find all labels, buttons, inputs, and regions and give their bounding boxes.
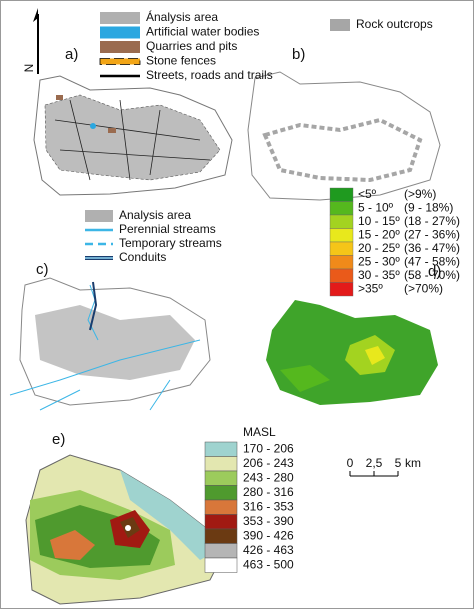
legend-label: 243 - 280 [243, 471, 294, 485]
legend-swatch [204, 499, 238, 515]
legend-swatch [204, 514, 238, 530]
legend-label: 10 - 15º [358, 214, 400, 228]
legend-swatch [329, 255, 354, 270]
legend-label: Streets, roads and trails [146, 68, 273, 82]
legend-label: 353 - 390 [243, 514, 294, 528]
legend-label: Quarries and pits [146, 39, 237, 53]
scale-label: 2,5 [366, 456, 383, 470]
legend-label: (>9%) [404, 187, 436, 201]
legend-label: (36 - 47%) [404, 241, 460, 255]
legend-swatch [329, 214, 354, 229]
streams [9, 284, 201, 411]
legend-label: 25 - 30º [358, 255, 400, 269]
panel-label: e) [52, 431, 65, 448]
legend-label: 5 - 10º [358, 201, 394, 215]
conduit [89, 281, 98, 331]
legend-swatch [329, 228, 354, 243]
slope-patch [365, 346, 385, 365]
legend-label: (27 - 36%) [404, 228, 460, 242]
roads [54, 99, 211, 181]
legend-label: (9 - 18%) [404, 201, 453, 215]
rock-outcrops [262, 117, 423, 183]
water-body [90, 123, 96, 129]
legend-label: Perennial streams [119, 222, 216, 236]
panel-label: a) [65, 46, 78, 63]
legend-label: 30 - 35º [358, 268, 400, 282]
map-c [9, 277, 211, 411]
legend-label: 20 - 25º [358, 241, 400, 255]
legend-label: 206 - 243 [243, 456, 294, 470]
legend-swatch [204, 543, 238, 559]
elevation-band [50, 530, 95, 560]
legend-label: Analysis area [119, 208, 191, 222]
legend-label: 426 - 463 [243, 543, 294, 557]
legend-swatch [330, 19, 350, 31]
legend-label: (>70%) [404, 282, 443, 296]
legend-swatch [204, 441, 238, 457]
legend-swatch [329, 268, 354, 283]
map-e [25, 454, 229, 605]
map-d [266, 300, 438, 405]
scale-bar [349, 471, 399, 477]
legend-label: 15 - 20º [358, 228, 400, 242]
legend-swatch [329, 241, 354, 256]
legend-label: 463 - 500 [243, 558, 294, 572]
north-arrow-head [33, 8, 38, 22]
legend-label: (18 - 27%) [404, 214, 460, 228]
legend-label: (47 - 58%) [404, 255, 460, 269]
legend-swatch [100, 12, 140, 24]
elevation-band [120, 470, 228, 560]
legend-swatch [100, 41, 140, 53]
map-a [33, 75, 233, 196]
legend-label: Temporary streams [119, 236, 222, 250]
legend-label: Ánalysis area [146, 9, 218, 24]
legend-swatch [329, 187, 354, 202]
legend-swatch [100, 26, 140, 39]
map-outline [247, 71, 441, 201]
legend-label: 390 - 426 [243, 529, 294, 543]
legend-swatch [204, 557, 238, 573]
map-b [247, 71, 441, 201]
panel-label: d) [428, 263, 441, 280]
legend-swatch [329, 201, 354, 216]
legend-label: 280 - 316 [243, 485, 294, 499]
elevation-peak [125, 525, 131, 531]
panel-label: c) [36, 261, 49, 278]
legend-swatch [204, 485, 238, 501]
legend-label: (58 - 70%) [404, 268, 460, 282]
legend-swatch [329, 282, 354, 297]
scale-unit: km [405, 456, 421, 470]
scale-label: 0 [347, 456, 354, 470]
panel-label: b) [292, 46, 305, 63]
quarry [56, 95, 63, 100]
quarry [108, 128, 116, 133]
legend-swatch [204, 528, 238, 544]
legend-label: Stone fences [146, 54, 216, 68]
scale-label: 5 [395, 456, 402, 470]
legend-label: Rock outcrops [356, 17, 433, 31]
analysis-area [35, 305, 195, 380]
legend-label: Conduits [119, 250, 166, 264]
north-label: N [22, 64, 36, 73]
analysis-area [44, 94, 221, 181]
legend-label: 316 - 353 [243, 500, 294, 514]
legend-label: <5º [358, 187, 377, 201]
legend-swatch [204, 456, 238, 472]
legend-swatch [204, 470, 238, 486]
legend-swatch [85, 210, 113, 222]
legend-title: MASL [243, 425, 276, 439]
legend-label: 170 - 206 [243, 442, 294, 456]
legend-label: >35º [358, 282, 383, 296]
legend-swatch [99, 58, 141, 65]
legend-label: Artificial water bodies [146, 25, 259, 39]
slope-patch [280, 365, 330, 392]
